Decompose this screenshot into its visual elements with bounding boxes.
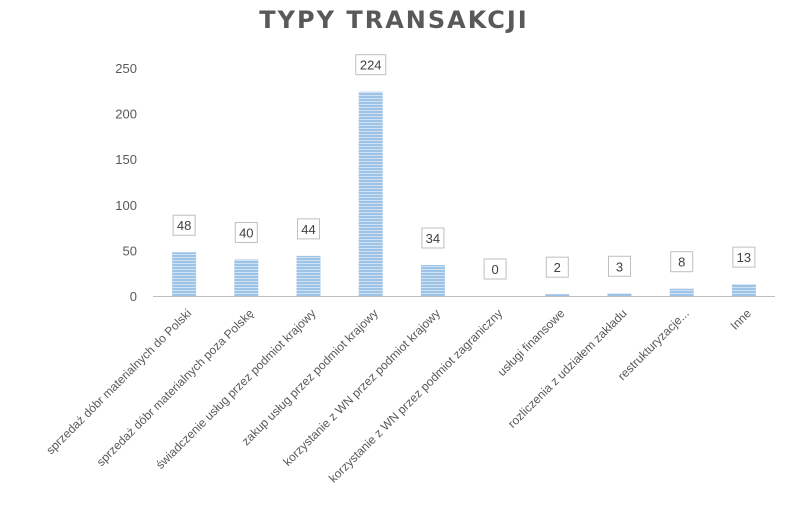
data-label: 3 [616, 259, 623, 274]
x-category-label: zakup usług przez podmiot krajowy [239, 306, 381, 448]
chart-title: TYPY TRANSAKCJI [259, 6, 529, 34]
data-label: 13 [737, 250, 751, 265]
data-label-box [732, 246, 756, 268]
bar [234, 259, 259, 296]
data-label-box [234, 222, 258, 244]
data-label: 44 [301, 222, 315, 237]
bar [420, 264, 445, 296]
data-label-box [608, 255, 631, 277]
data-label-box [670, 251, 694, 273]
y-tick-label: 0 [130, 289, 137, 304]
data-label-box [297, 218, 320, 240]
y-tick-label: 250 [115, 61, 137, 76]
y-tick-label: 50 [123, 243, 137, 258]
bar [607, 293, 632, 296]
data-label: 2 [554, 260, 561, 275]
y-tick-label: 100 [115, 198, 137, 213]
data-label: 34 [426, 231, 440, 246]
bar [669, 288, 694, 296]
data-label-box [172, 214, 196, 236]
data-label-box [355, 54, 387, 76]
y-tick-label: 200 [115, 107, 137, 122]
data-label: 224 [360, 58, 382, 73]
data-label: 40 [239, 226, 253, 241]
y-tick-label: 150 [115, 152, 137, 167]
data-label-box [421, 227, 445, 249]
data-label-box [483, 258, 507, 280]
bar [172, 252, 197, 296]
data-label: 0 [491, 262, 498, 277]
bar [731, 284, 756, 296]
data-label: 48 [177, 218, 191, 233]
bar [545, 294, 570, 296]
data-label: 8 [678, 255, 685, 270]
x-category-label: rozliczenia z udziałem zakładu [505, 306, 630, 431]
data-label-box [545, 256, 569, 278]
x-category-label: Inne [728, 306, 755, 333]
bar [358, 91, 383, 296]
bar [296, 255, 321, 296]
